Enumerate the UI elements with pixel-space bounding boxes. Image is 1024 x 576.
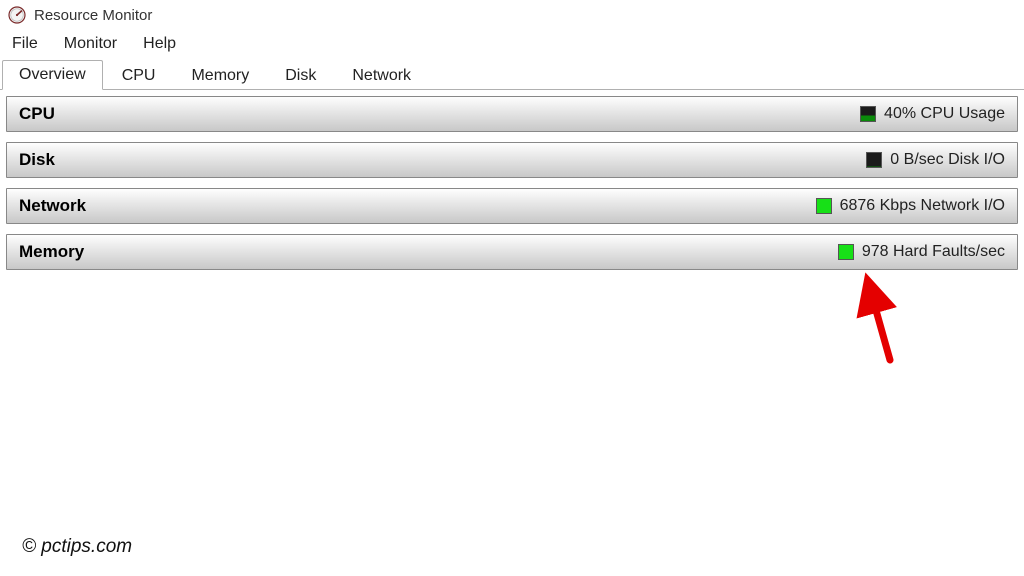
menu-monitor[interactable]: Monitor xyxy=(60,33,121,55)
row-memory-label: Memory xyxy=(19,242,84,262)
row-cpu[interactable]: CPU 40% CPU Usage xyxy=(6,96,1018,132)
row-memory-status: 978 Hard Faults/sec xyxy=(838,243,1005,261)
tab-memory[interactable]: Memory xyxy=(174,61,266,90)
tab-disk[interactable]: Disk xyxy=(268,61,333,90)
row-cpu-status-text: 40% CPU Usage xyxy=(884,105,1005,123)
row-network-status-text: 6876 Kbps Network I/O xyxy=(840,197,1005,215)
resource-rows: CPU 40% CPU Usage Disk 0 B/sec Disk I/O … xyxy=(0,90,1024,286)
row-network[interactable]: Network 6876 Kbps Network I/O xyxy=(6,188,1018,224)
menu-help[interactable]: Help xyxy=(139,33,180,55)
tab-overview[interactable]: Overview xyxy=(2,60,103,90)
row-network-label: Network xyxy=(19,196,86,216)
window-title: Resource Monitor xyxy=(34,7,152,24)
app-icon xyxy=(8,6,26,24)
tab-cpu[interactable]: CPU xyxy=(105,61,173,90)
row-memory-status-text: 978 Hard Faults/sec xyxy=(862,243,1005,261)
cpu-indicator-icon xyxy=(860,106,876,122)
row-disk-label: Disk xyxy=(19,150,55,170)
tab-strip: Overview CPU Memory Disk Network xyxy=(0,58,1024,90)
row-memory[interactable]: Memory 978 Hard Faults/sec xyxy=(6,234,1018,270)
memory-indicator-icon xyxy=(838,244,854,260)
menu-file[interactable]: File xyxy=(8,33,42,55)
row-disk-status: 0 B/sec Disk I/O xyxy=(866,151,1005,169)
row-network-status: 6876 Kbps Network I/O xyxy=(816,197,1005,215)
disk-indicator-icon xyxy=(866,152,882,168)
row-cpu-status: 40% CPU Usage xyxy=(860,105,1005,123)
row-disk[interactable]: Disk 0 B/sec Disk I/O xyxy=(6,142,1018,178)
title-bar: Resource Monitor xyxy=(0,0,1024,30)
tab-network[interactable]: Network xyxy=(335,61,428,90)
watermark-text: © pctips.com xyxy=(22,536,132,558)
network-indicator-icon xyxy=(816,198,832,214)
row-cpu-label: CPU xyxy=(19,104,55,124)
menu-bar: File Monitor Help xyxy=(0,30,1024,58)
row-disk-status-text: 0 B/sec Disk I/O xyxy=(890,151,1005,169)
